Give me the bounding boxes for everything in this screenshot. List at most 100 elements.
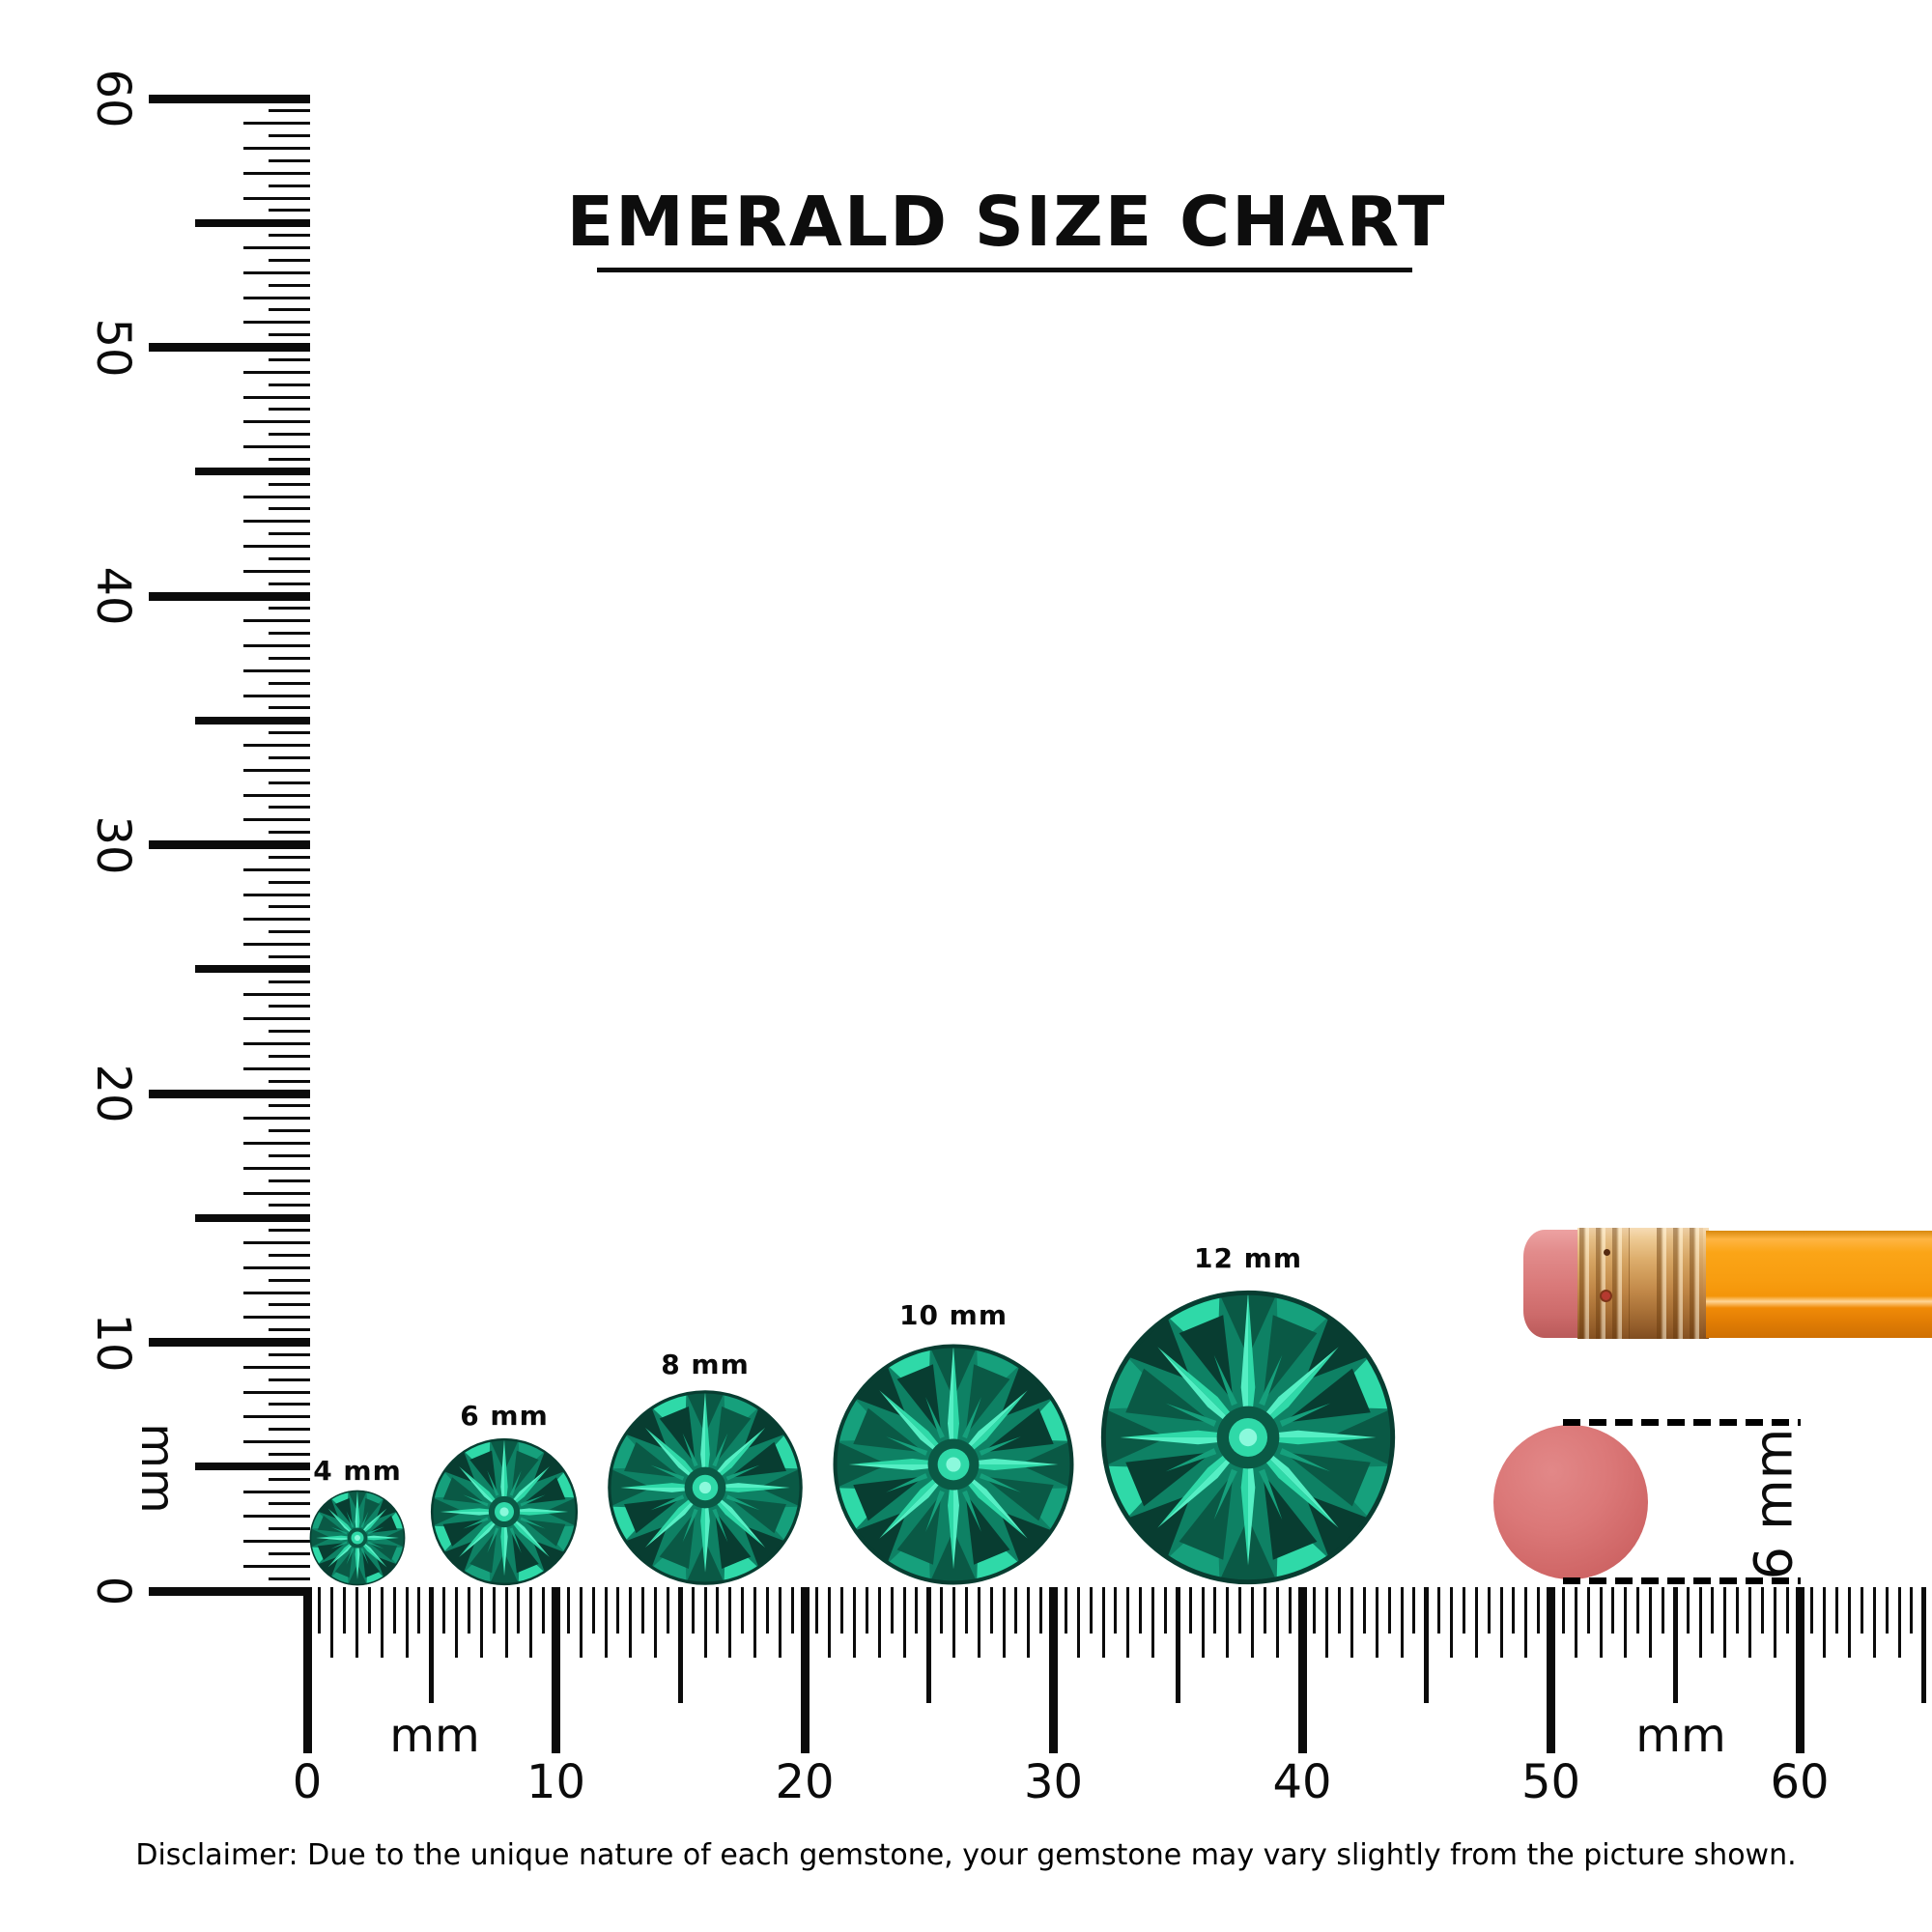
vertical-ruler-tick: [269, 1352, 310, 1356]
horizontal-ruler-tick: [1897, 1587, 1901, 1658]
vertical-ruler-tick: [243, 793, 310, 797]
gem-size-label: 12 mm: [1193, 1242, 1303, 1274]
horizontal-ruler-tick: [1537, 1587, 1541, 1634]
horizontal-ruler-tick: [1226, 1587, 1230, 1658]
vertical-ruler-tick: [195, 1463, 310, 1471]
vertical-ruler-tick: [269, 855, 310, 859]
horizontal-ruler-tick: [1872, 1587, 1876, 1658]
gem-size-label: 10 mm: [898, 1299, 1009, 1331]
horizontal-ruler-tick: [442, 1587, 446, 1634]
vertical-ruler-tick: [243, 1316, 310, 1320]
vertical-ruler-tick: [243, 1440, 310, 1443]
vertical-ruler-tick: [269, 880, 310, 884]
horizontal-ruler-tick: [1910, 1587, 1914, 1634]
vertical-ruler-tick: [243, 246, 310, 249]
vertical-ruler-tick: [269, 1502, 310, 1506]
vertical-ruler-tick: [243, 1042, 310, 1045]
vertical-ruler-tick: [269, 980, 310, 983]
vertical-ruler-tick: [269, 158, 310, 162]
horizontal-ruler-tick: [691, 1587, 695, 1634]
horizontal-ruler-tick: [865, 1587, 868, 1634]
vertical-ruler-tick: [195, 218, 310, 227]
vertical-ruler-tick: [269, 532, 310, 536]
vertical-ruler-label: 40: [86, 566, 140, 626]
gem-size-label: 6 mm: [460, 1400, 549, 1432]
horizontal-ruler-tick: [1201, 1587, 1205, 1658]
horizontal-ruler-tick: [641, 1587, 645, 1634]
horizontal-ruler-tick: [716, 1587, 720, 1634]
horizontal-ruler-tick: [1611, 1587, 1615, 1634]
horizontal-ruler-tick: [1188, 1587, 1192, 1634]
vertical-ruler-tick: [243, 1117, 310, 1121]
horizontal-ruler-tick: [989, 1587, 993, 1634]
vertical-ruler-tick: [269, 1278, 310, 1282]
vertical-ruler-tick: [269, 781, 310, 784]
horizontal-ruler-tick: [703, 1587, 707, 1658]
vertical-ruler-tick: [243, 619, 310, 623]
horizontal-ruler-tick: [753, 1587, 756, 1658]
vertical-ruler-tick: [243, 321, 310, 325]
vertical-ruler-tick: [243, 1515, 310, 1519]
horizontal-ruler-tick: [552, 1587, 560, 1753]
horizontal-ruler-tick: [1860, 1587, 1863, 1634]
emerald-gem-graphic: [833, 1344, 1074, 1585]
vertical-ruler-tick: [269, 1551, 310, 1555]
vertical-ruler-tick: [269, 1328, 310, 1332]
horizontal-ruler-tick: [504, 1587, 508, 1658]
horizontal-ruler-tick: [778, 1587, 781, 1658]
vertical-ruler-unit-label: mm: [130, 1423, 185, 1514]
horizontal-ruler-tick: [1823, 1587, 1827, 1658]
vertical-ruler-tick: [269, 1303, 310, 1307]
horizontal-ruler-label: 20: [775, 1755, 835, 1809]
horizontal-ruler-tick: [1711, 1587, 1715, 1634]
horizontal-ruler-tick: [302, 1587, 312, 1753]
horizontal-ruler-tick: [1474, 1587, 1478, 1658]
vertical-ruler-tick: [269, 1253, 310, 1257]
horizontal-ruler-tick: [1297, 1587, 1307, 1753]
horizontal-ruler-unit-label-right: mm: [1635, 1709, 1726, 1763]
vertical-ruler-tick: [243, 893, 310, 896]
vertical-ruler-tick: [269, 209, 310, 213]
vertical-ruler-tick: [269, 507, 310, 511]
horizontal-ruler-tick: [455, 1587, 458, 1658]
vertical-ruler-tick: [149, 343, 310, 352]
horizontal-ruler-tick: [1027, 1587, 1031, 1658]
vertical-ruler-tick: [243, 694, 310, 697]
horizontal-ruler-tick: [964, 1587, 968, 1634]
horizontal-ruler-tick: [1885, 1587, 1889, 1634]
horizontal-ruler-tick: [1362, 1587, 1366, 1634]
horizontal-ruler-tick: [1661, 1587, 1664, 1634]
vertical-ruler-tick: [269, 134, 310, 138]
horizontal-ruler-tick: [604, 1587, 608, 1658]
horizontal-ruler-tick: [1114, 1587, 1118, 1634]
horizontal-ruler-tick: [1039, 1587, 1043, 1634]
horizontal-ruler-tick: [1773, 1587, 1776, 1658]
vertical-ruler-tick: [243, 171, 310, 175]
horizontal-ruler-tick: [1139, 1587, 1143, 1634]
horizontal-ruler-tick: [877, 1587, 881, 1658]
horizontal-ruler-tick: [1810, 1587, 1814, 1634]
gem-size-label: 4 mm: [313, 1455, 402, 1487]
emerald-gem-graphic: [608, 1390, 803, 1585]
horizontal-ruler-tick: [479, 1587, 483, 1658]
horizontal-ruler-tick: [1089, 1587, 1093, 1634]
vertical-ruler-tick: [243, 1066, 310, 1070]
pencil-ferrule: [1577, 1228, 1709, 1339]
horizontal-ruler-tick: [542, 1587, 546, 1634]
vertical-ruler-tick: [243, 1564, 310, 1568]
vertical-ruler-tick: [269, 706, 310, 710]
vertical-ruler-tick: [243, 270, 310, 274]
horizontal-ruler-tick: [915, 1587, 919, 1634]
horizontal-ruler-tick: [1325, 1587, 1329, 1658]
vertical-ruler-tick: [243, 1142, 310, 1145]
vertical-ruler-tick: [243, 1265, 310, 1269]
horizontal-ruler-tick: [765, 1587, 769, 1634]
horizontal-ruler-tick: [1499, 1587, 1503, 1658]
horizontal-ruler-tick: [1686, 1587, 1690, 1634]
horizontal-ruler-tick: [952, 1587, 955, 1658]
ferrule-crimp-right: [1657, 1228, 1703, 1339]
vertical-ruler-tick: [269, 258, 310, 262]
horizontal-ruler-tick: [1338, 1587, 1342, 1634]
horizontal-ruler-tick: [380, 1587, 384, 1658]
vertical-ruler-tick: [243, 196, 310, 200]
